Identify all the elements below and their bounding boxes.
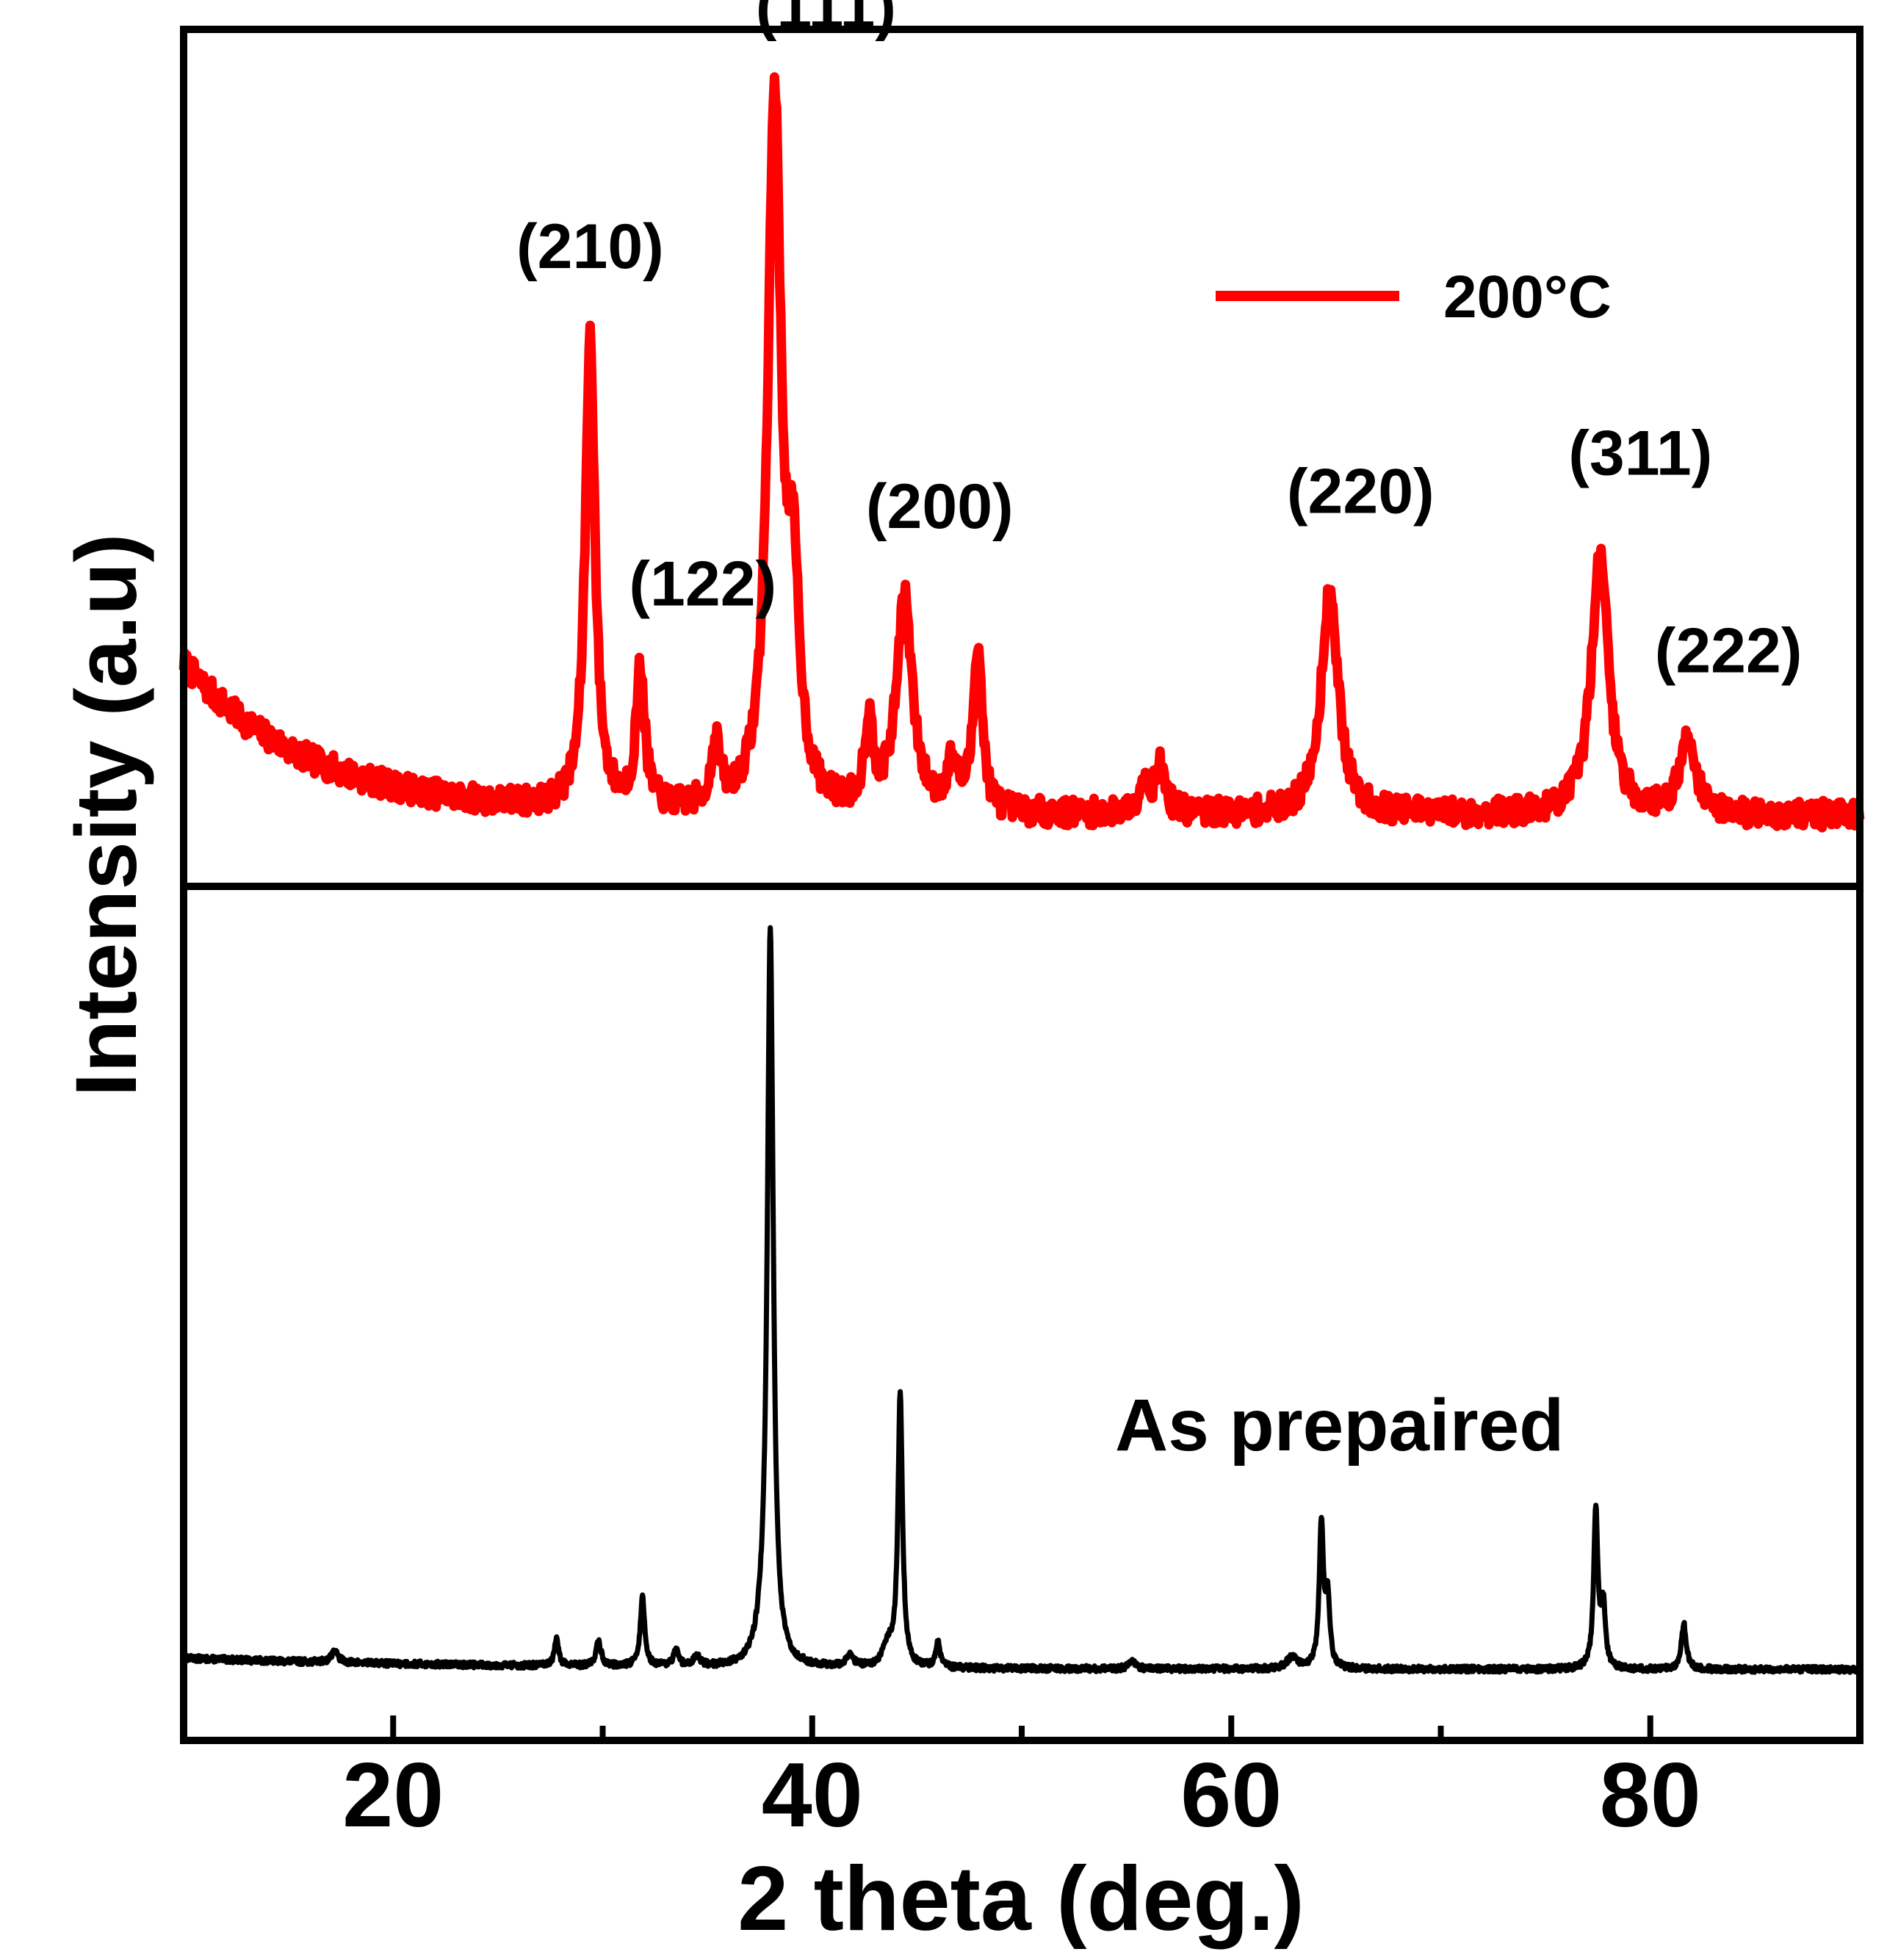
x-tick-label: 20 bbox=[342, 1745, 444, 1846]
x-axis-ticks bbox=[181, 1715, 1863, 1740]
peak-label: (220) bbox=[1287, 456, 1435, 527]
x-tick-label: 40 bbox=[762, 1745, 863, 1846]
peak-annotations: (210) (122) (111) (200) (220) (311) (222) bbox=[516, 0, 1802, 686]
peak-label: (210) bbox=[516, 211, 664, 282]
y-axis-title: Intensity (a.u) bbox=[58, 533, 155, 1096]
peak-label: (311) bbox=[1568, 419, 1712, 489]
bottom-panel-series bbox=[181, 925, 1863, 1675]
x-tick-label: 80 bbox=[1600, 1745, 1701, 1846]
sample-label-as-prepaired: As prepaired bbox=[1115, 1384, 1564, 1467]
peak-label: (122) bbox=[629, 549, 776, 620]
x-tick-label: 60 bbox=[1180, 1745, 1282, 1846]
x-axis-title: 2 theta (deg.) bbox=[737, 1848, 1305, 1950]
peak-label: (200) bbox=[866, 471, 1014, 542]
top-series-line bbox=[178, 72, 1865, 833]
peak-label: (222) bbox=[1655, 615, 1803, 686]
x-axis-tick-labels: 20 40 60 80 bbox=[342, 1745, 1700, 1846]
legend: 200°C bbox=[1216, 264, 1612, 330]
bottom-series-line bbox=[181, 925, 1863, 1675]
peak-label: (111) bbox=[756, 0, 896, 42]
legend-label-200c: 200°C bbox=[1443, 264, 1612, 330]
top-panel-series bbox=[178, 72, 1865, 833]
